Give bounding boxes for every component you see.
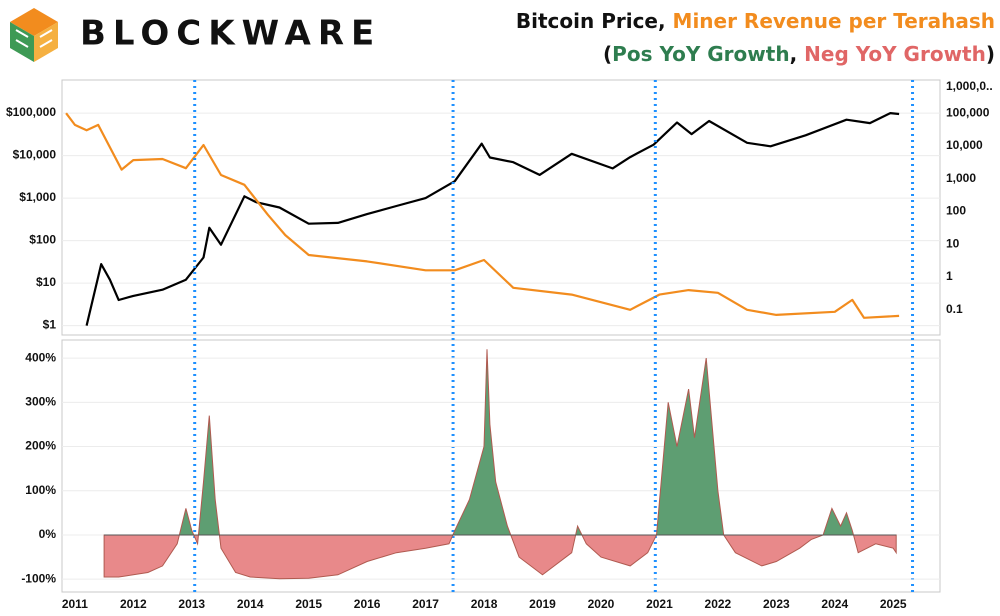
y2-tick-label: 1,000 <box>946 171 976 185</box>
y-tick-label: 300% <box>25 395 56 409</box>
area <box>103 349 897 580</box>
title-segment: Bitcoin Price, <box>516 9 673 33</box>
x-tick-label: 2023 <box>763 597 790 611</box>
plot-area <box>65 112 900 326</box>
title: Bitcoin Price, Miner Revenue per Terahas… <box>516 9 995 66</box>
y-tick-label: 200% <box>25 439 56 453</box>
y-tick-label: 400% <box>25 350 56 364</box>
y-tick-label: 100% <box>25 483 56 497</box>
y-tick-label: $1,000 <box>19 190 56 204</box>
plot-area <box>103 349 897 580</box>
title-segment: ) <box>986 42 995 66</box>
y2-tick-label: 1,000,0.. <box>946 79 993 93</box>
x-tick-label: 2020 <box>588 597 615 611</box>
y2-tick-label: 0.1 <box>946 302 963 316</box>
y2-tick-label: 10 <box>946 236 960 250</box>
y-tick-label: -100% <box>21 571 56 585</box>
title-segment: Miner Revenue per Terahash <box>673 9 995 33</box>
y2-tick-label: 100,000 <box>946 105 990 119</box>
x-tick-label: 2011 <box>62 597 88 611</box>
title-segment: ( <box>603 42 612 66</box>
x-tick-label: 2025 <box>880 597 907 611</box>
x-tick-label: 2015 <box>295 597 322 611</box>
y-tick-label: $100 <box>29 233 56 247</box>
x-tick-label: 2019 <box>529 597 556 611</box>
x-tick-label: 2017 <box>412 597 439 611</box>
line <box>65 112 900 319</box>
title-segment: , <box>790 42 805 66</box>
panel-frame <box>61 339 941 593</box>
x-tick-label: 2012 <box>120 597 147 611</box>
title-line: (Pos YoY Growth, Neg YoY Growth) <box>603 42 995 66</box>
y-tick-label: $1 <box>43 318 57 332</box>
title-segment: Neg YoY Growth <box>804 42 986 66</box>
x-tick-label: 2016 <box>354 597 381 611</box>
line <box>85 112 900 326</box>
logo-icon <box>10 8 58 62</box>
title-segment: Pos YoY Growth <box>612 42 789 66</box>
y-tick-label: $100,000 <box>6 105 56 119</box>
y-tick-label: $10 <box>36 275 56 289</box>
y-tick-label: $10,000 <box>13 148 57 162</box>
x-tick-label: 2022 <box>705 597 732 611</box>
y-tick-label: 0% <box>39 527 57 541</box>
x-tick-label: 2018 <box>471 597 498 611</box>
x-tick-label: 2024 <box>821 597 848 611</box>
panel-frame <box>61 79 941 336</box>
y2-tick-label: 10,000 <box>946 138 983 152</box>
y2-tick-label: 100 <box>946 204 966 218</box>
x-tick-label: 2013 <box>178 597 205 611</box>
x-tick-label: 2021 <box>646 597 673 611</box>
brand: BLOCKWARE <box>80 14 381 54</box>
x-tick-label: 2014 <box>237 597 264 611</box>
y2-tick-label: 1 <box>946 269 953 283</box>
title-line: Bitcoin Price, Miner Revenue per Terahas… <box>516 9 995 33</box>
